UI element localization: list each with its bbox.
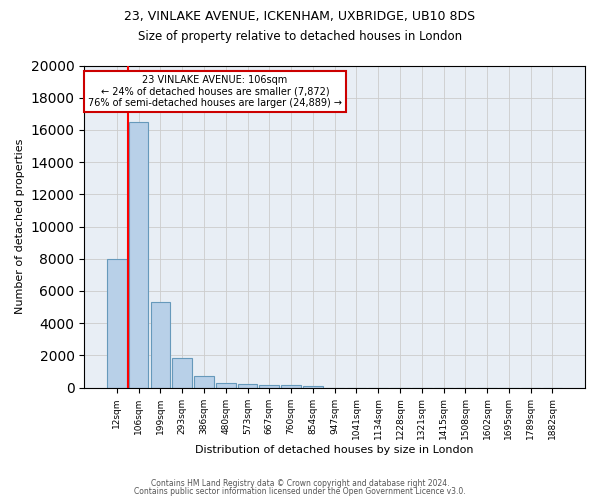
Bar [216,383,236,388]
Bar [281,385,301,388]
Bar [151,302,170,388]
Bar [238,384,257,388]
Text: 23 VINLAKE AVENUE: 106sqm
← 24% of detached houses are smaller (7,872)
76% of se: 23 VINLAKE AVENUE: 106sqm ← 24% of detac… [88,74,342,108]
X-axis label: Distribution of detached houses by size in London: Distribution of detached houses by size … [196,445,474,455]
Text: Contains public sector information licensed under the Open Government Licence v3: Contains public sector information licen… [134,487,466,496]
Bar [172,358,192,388]
Bar [194,376,214,388]
Y-axis label: Number of detached properties: Number of detached properties [15,139,25,314]
Bar [259,384,279,388]
Text: Contains HM Land Registry data © Crown copyright and database right 2024.: Contains HM Land Registry data © Crown c… [151,478,449,488]
Bar [107,259,127,388]
Bar [129,122,148,388]
Text: 23, VINLAKE AVENUE, ICKENHAM, UXBRIDGE, UB10 8DS: 23, VINLAKE AVENUE, ICKENHAM, UXBRIDGE, … [124,10,476,23]
Text: Size of property relative to detached houses in London: Size of property relative to detached ho… [138,30,462,43]
Bar [303,386,323,388]
